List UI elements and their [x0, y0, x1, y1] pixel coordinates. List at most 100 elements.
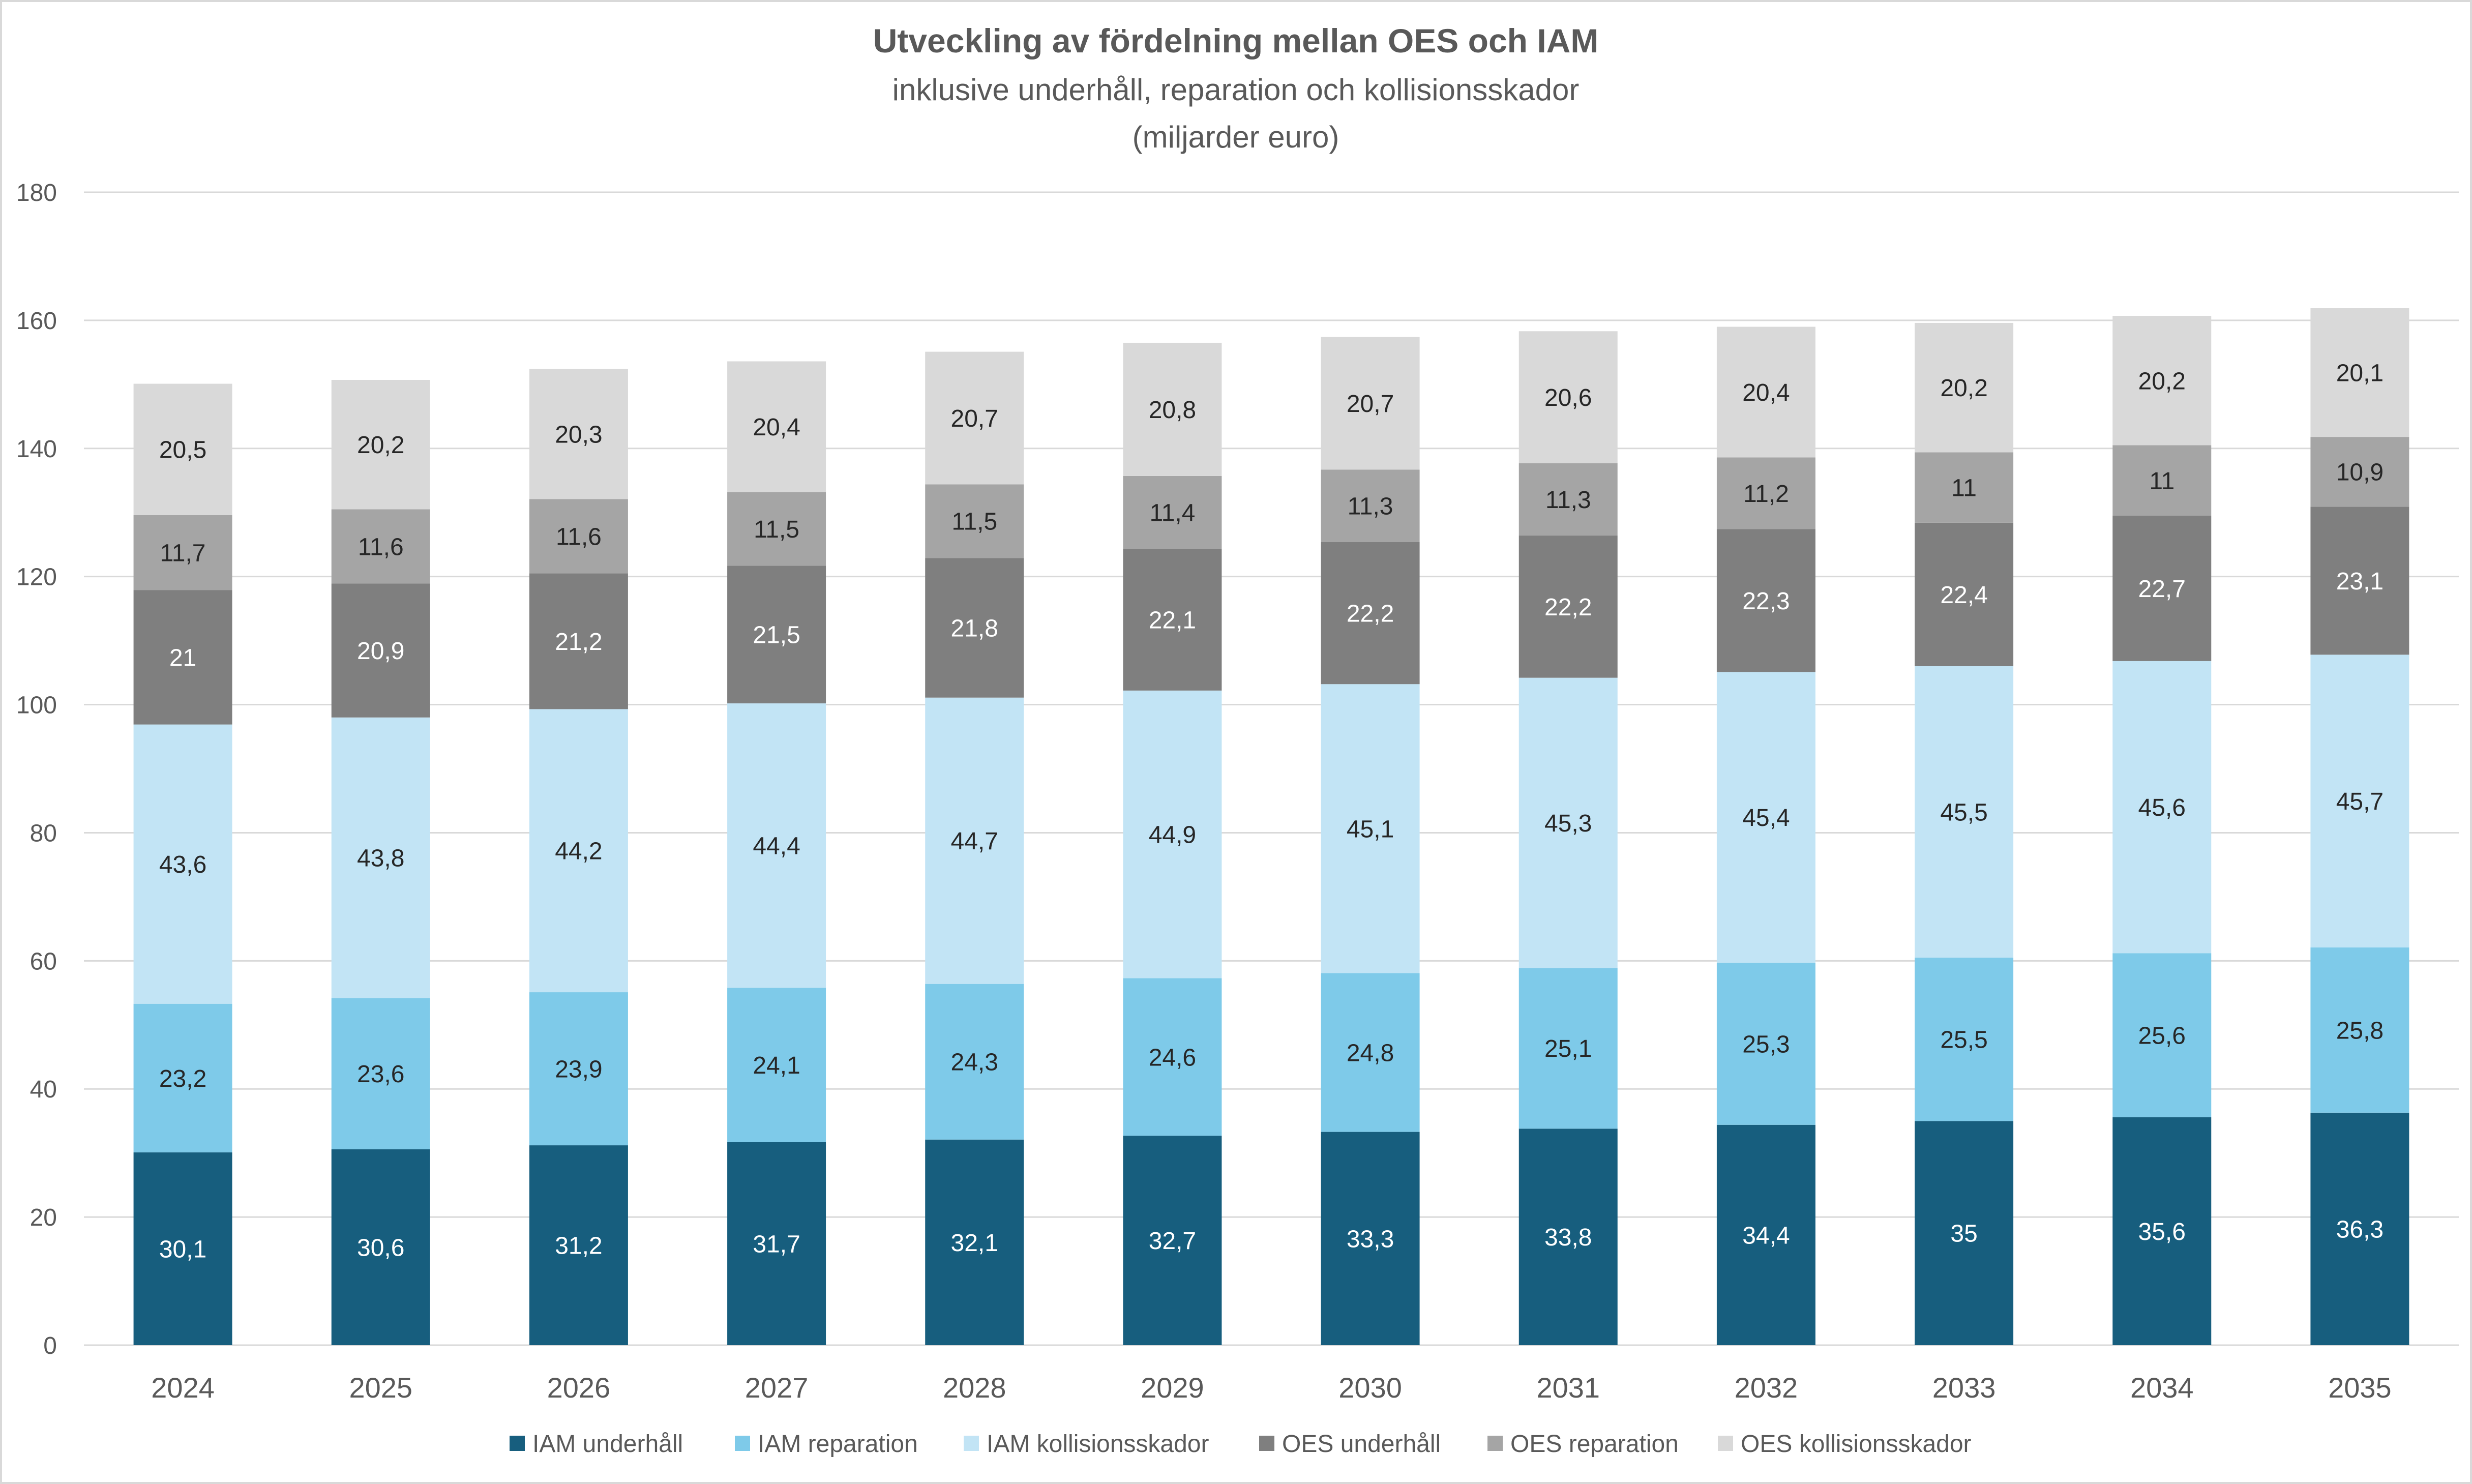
data-label: 30,1: [159, 1236, 206, 1263]
y-tick-label: 60: [30, 948, 57, 975]
data-label: 24,1: [753, 1052, 800, 1079]
bar-segment: [133, 383, 232, 515]
data-label: 45,4: [1742, 805, 1790, 832]
y-tick-label: 160: [16, 308, 57, 335]
bar-segment: [1915, 958, 2014, 1121]
bar-segment: [1123, 342, 1222, 476]
bar-segment: [2310, 437, 2409, 507]
x-tick-label: 2035: [2328, 1372, 2392, 1404]
x-tick-label: 2026: [547, 1372, 611, 1404]
data-label: 22,7: [2138, 576, 2186, 603]
legend-swatch: [735, 1436, 750, 1451]
data-label: 35: [1950, 1221, 1977, 1248]
bar-segment: [1123, 978, 1222, 1136]
legend-swatch: [1259, 1436, 1274, 1451]
bar-segment: [529, 1145, 628, 1345]
bar-segment: [1518, 463, 1618, 536]
bar-segment: [727, 566, 826, 704]
legend-item: IAM reparation: [735, 1431, 918, 1458]
bar-segment: [331, 717, 430, 998]
legend-item: OES kollisionsskador: [1718, 1431, 1972, 1458]
bar-segment: [529, 709, 628, 993]
data-label: 10,9: [2336, 459, 2384, 486]
bar-segment: [1518, 536, 1618, 678]
data-label: 25,6: [2138, 1022, 2186, 1049]
data-label: 23,6: [357, 1061, 404, 1088]
data-label: 20,8: [1149, 397, 1196, 424]
data-label: 23,9: [555, 1056, 602, 1083]
y-tick-label: 100: [16, 692, 57, 719]
data-label: 22,2: [1347, 600, 1394, 627]
chart-title: Utveckling av fördelning mellan OES och …: [873, 22, 1599, 60]
x-axis-ticks: 2024 2025 2026 2027 2028 2029 2030 2031 2032 2033…: [151, 1372, 2391, 1404]
x-tick-label: 2028: [943, 1372, 1006, 1404]
data-label: 11,5: [951, 509, 997, 536]
x-tick-label: 2024: [151, 1372, 215, 1404]
data-label: 11: [1951, 475, 1977, 502]
bar-segment: [1716, 672, 1815, 963]
data-label: 25,1: [1544, 1035, 1592, 1062]
y-tick-label: 140: [16, 436, 57, 463]
legend-item: IAM kollisionsskador: [964, 1431, 1209, 1458]
bar-segment: [133, 515, 232, 590]
legend-item: IAM underhåll: [510, 1431, 683, 1458]
bar-segment: [2310, 308, 2409, 437]
data-label: 31,7: [753, 1231, 800, 1258]
chart-subtitle-line-2: (miljarder euro): [1133, 120, 1339, 154]
y-tick-label: 0: [43, 1332, 57, 1359]
x-tick-label: 2033: [1932, 1372, 1996, 1404]
bar-segment: [331, 380, 430, 510]
bar-segment: [727, 1142, 826, 1345]
data-label: 21: [169, 644, 196, 671]
data-label: 33,8: [1544, 1224, 1592, 1251]
bar-segment: [2112, 661, 2212, 954]
bar-segment: [925, 1139, 1024, 1345]
y-axis-ticks: 0 20 40 60 80 100 120 140 160 180: [16, 180, 57, 1359]
bar-segment: [1915, 666, 2014, 958]
data-label: 44,9: [1149, 822, 1196, 849]
bar-segment: [529, 369, 628, 499]
data-label: 20,2: [357, 432, 404, 459]
data-label: 22,4: [1940, 582, 1987, 609]
bar-segment: [1321, 973, 1420, 1132]
x-tick-label: 2032: [1735, 1372, 1798, 1404]
data-label: 43,8: [357, 845, 404, 872]
x-tick-label: 2027: [745, 1372, 809, 1404]
bar-segment: [1321, 469, 1420, 542]
bar-segment: [1321, 1132, 1420, 1345]
data-label: 21,2: [555, 629, 602, 656]
bar-segment: [727, 361, 826, 492]
legend-label: IAM kollisionsskador: [987, 1431, 1209, 1458]
bar-segment: [1123, 690, 1222, 978]
data-label: 23,2: [159, 1065, 206, 1092]
bar-segment: [925, 984, 1024, 1140]
bar-segment: [1716, 529, 1815, 672]
data-label: 43,6: [159, 851, 206, 878]
data-label: 11,3: [1348, 493, 1393, 520]
legend-label: OES underhåll: [1282, 1431, 1441, 1458]
bar-segment: [1123, 1136, 1222, 1345]
bar-segment: [133, 1003, 232, 1152]
x-tick-label: 2025: [349, 1372, 412, 1404]
y-tick-label: 20: [30, 1204, 57, 1231]
y-tick-label: 80: [30, 820, 57, 847]
x-tick-label: 2030: [1338, 1372, 1402, 1404]
data-label: 11,7: [160, 540, 206, 567]
data-label: 44,4: [753, 833, 800, 860]
bar-segment: [1716, 1124, 1815, 1345]
bar-segment: [1518, 1129, 1618, 1345]
bar-segment: [925, 351, 1024, 485]
bar-segment: [1716, 457, 1815, 529]
legend-swatch: [1487, 1436, 1503, 1451]
legend-item: OES reparation: [1487, 1431, 1679, 1458]
data-label: 11,5: [754, 516, 799, 543]
bar-segment: [2112, 445, 2212, 516]
bar-segment: [1321, 337, 1420, 470]
data-label: 34,4: [1742, 1222, 1790, 1249]
data-label: 24,8: [1347, 1040, 1394, 1066]
bar-segment: [1915, 322, 2014, 453]
bar-segment: [1321, 542, 1420, 685]
bar-segment: [2112, 953, 2212, 1117]
bar-segment: [2310, 947, 2409, 1113]
